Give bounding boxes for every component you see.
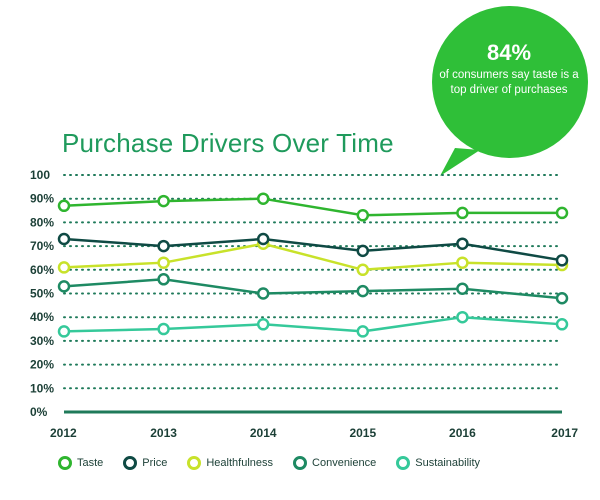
legend-item-convenience: Convenience: [293, 456, 376, 470]
callout-bubble: [432, 6, 588, 176]
data-point-price: [57, 232, 71, 246]
y-axis-ticks: 100 90% 80% 70% 60% 50% 40% 30% 20% 10% 0%: [30, 168, 54, 419]
data-point-convenience: [555, 291, 569, 305]
data-point-healthfulness: [456, 256, 469, 269]
data-point-taste: [555, 206, 569, 220]
series-line-convenience: [63, 278, 563, 300]
series-line-price: [63, 237, 563, 262]
data-point-healthfulness: [157, 256, 170, 269]
legend-item-healthfulness: Healthfulness: [187, 456, 273, 470]
legend-item-sustainability: Sustainability: [396, 456, 480, 470]
y-tick-label: 60%: [30, 263, 54, 277]
data-point-price: [356, 244, 370, 258]
y-tick-label: 40%: [30, 310, 54, 324]
x-axis-ticks: 2012 2013 2014 2015 2016 2017: [50, 426, 578, 440]
legend-item-price: Price: [123, 456, 167, 470]
series-line-healthfulness: [63, 242, 563, 272]
data-point-healthfulness: [57, 261, 71, 274]
data-point-price: [256, 232, 270, 246]
y-tick-label: 90%: [30, 192, 54, 206]
y-tick-label: 70%: [30, 239, 54, 253]
y-tick-label: 100: [30, 168, 50, 182]
data-point-taste: [157, 194, 170, 208]
legend-label: Taste: [77, 457, 104, 469]
callout-text: 84% of consumers say taste is a top driv…: [436, 40, 582, 98]
legend-marker-convenience: [293, 456, 308, 470]
data-point-sustainability: [456, 310, 469, 324]
legend-marker-price: [123, 456, 138, 470]
x-tick-label: 2017: [551, 426, 578, 440]
data-point-convenience: [57, 280, 71, 293]
legend-marker-sustainability: [396, 456, 411, 470]
data-point-sustainability: [256, 318, 270, 331]
legend: Taste Price Healthfulness Convenience Sustai…: [58, 456, 480, 470]
data-point-taste: [456, 206, 469, 220]
data-point-sustainability: [57, 325, 71, 338]
chart-title: Purchase Drivers Over Time: [62, 128, 394, 158]
data-point-sustainability: [356, 325, 370, 338]
series-line-sustainability: [63, 315, 563, 333]
series-line-taste: [63, 197, 562, 217]
legend-label: Convenience: [312, 457, 377, 469]
data-point-convenience: [356, 284, 370, 298]
data-point-sustainability: [157, 322, 170, 336]
data-point-taste: [356, 209, 370, 222]
data-point-healthfulness: [356, 263, 370, 277]
x-tick-label: 2012: [50, 426, 77, 440]
callout-caption: of consumers say taste is a top driver o…: [439, 69, 579, 96]
series-lines: [57, 192, 569, 338]
y-tick-label: 80%: [30, 215, 54, 229]
data-point-taste: [256, 192, 270, 205]
legend-label: Sustainability: [415, 457, 481, 469]
y-tick-label: 50%: [30, 287, 54, 301]
data-point-convenience: [456, 282, 469, 296]
legend-marker-healthfulness: [187, 456, 202, 470]
x-tick-label: 2014: [250, 426, 277, 440]
legend-item-taste: Taste: [58, 456, 103, 470]
callout-stat: 84%: [486, 40, 532, 65]
legend-marker-taste: [58, 456, 72, 470]
data-point-convenience: [256, 287, 270, 300]
x-tick-label: 2013: [150, 426, 177, 440]
legend-label: Healthfulness: [206, 457, 274, 469]
x-tick-label: 2015: [349, 426, 376, 440]
y-tick-label: 10%: [30, 381, 54, 395]
y-tick-label: 0%: [30, 405, 48, 419]
y-tick-label: 30%: [30, 334, 54, 348]
data-point-price: [456, 237, 469, 250]
legend-label: Price: [142, 457, 168, 469]
y-tick-label: 20%: [30, 358, 54, 372]
data-point-convenience: [157, 273, 170, 286]
data-point-price: [555, 254, 569, 267]
data-point-taste: [57, 199, 71, 213]
data-point-price: [157, 239, 170, 253]
data-point-sustainability: [555, 318, 569, 331]
x-tick-label: 2016: [449, 426, 476, 440]
